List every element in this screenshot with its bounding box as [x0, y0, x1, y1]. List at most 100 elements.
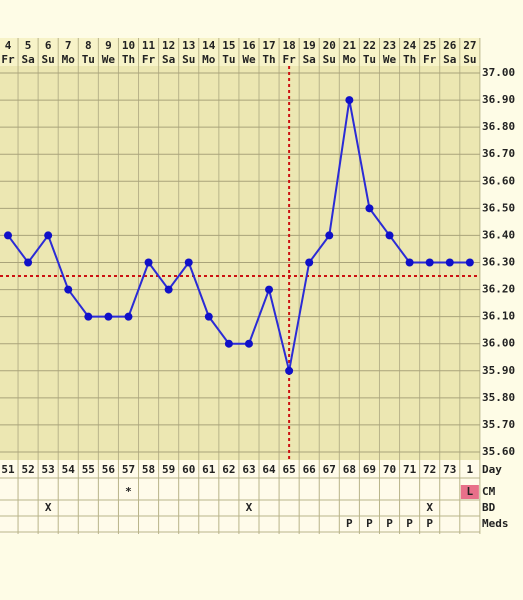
data-point [425, 258, 434, 267]
x-tick-label: 12 [162, 39, 175, 52]
x-tick-label: 22 [363, 39, 376, 52]
weekday-label: Su [42, 53, 55, 66]
x-tick-label: 19 [303, 39, 316, 52]
x-tick-label: 26 [443, 39, 457, 52]
x-tick-label: 25 [423, 39, 436, 52]
row-cell: 57 [122, 463, 135, 476]
weekday-label: We [383, 53, 397, 66]
weekday-label: Sa [443, 53, 456, 66]
row-cell: 66 [303, 463, 317, 476]
data-point [405, 258, 414, 267]
row-cell: 68 [343, 463, 356, 476]
row-cell: 53 [42, 463, 55, 476]
data-point [4, 231, 12, 240]
row-cell: 58 [142, 463, 155, 476]
data-point [325, 231, 334, 240]
weekday-label: Fr [142, 53, 156, 66]
row-cell: 62 [222, 463, 235, 476]
row-cell: P [346, 517, 353, 530]
x-tick-label: 8 [85, 39, 92, 52]
weekday-label: Sa [303, 53, 316, 66]
weekday-label: Fr [1, 53, 15, 66]
row-cell: 73 [443, 463, 456, 476]
y-tick-label: 36.90 [482, 93, 515, 106]
x-tick-label: 5 [25, 39, 32, 52]
data-point [445, 258, 454, 267]
data-point [465, 258, 474, 267]
data-point [244, 339, 253, 348]
row-cell: 61 [202, 463, 216, 476]
y-tick-label: 37.00 [482, 66, 515, 79]
row-label: Meds [482, 517, 509, 530]
y-tick-label: 35.80 [482, 391, 515, 404]
row-cell: 65 [282, 463, 295, 476]
row-cell: 71 [403, 463, 417, 476]
x-tick-label: 4 [5, 39, 12, 52]
row-cell: P [366, 517, 373, 530]
row-label: CM [482, 485, 496, 498]
weekday-label: Su [323, 53, 336, 66]
weekday-label: Th [403, 53, 416, 66]
weekday-label: Th [262, 53, 275, 66]
row-cell: 70 [383, 463, 396, 476]
row-cell: 55 [82, 463, 95, 476]
x-tick-label: 17 [262, 39, 275, 52]
y-tick-label: 35.60 [482, 445, 515, 458]
row-cell: L [467, 485, 474, 498]
weekday-label: Tu [363, 53, 376, 66]
row-cell: 51 [1, 463, 15, 476]
data-point [44, 231, 53, 240]
y-tick-label: 36.10 [482, 310, 515, 323]
row-cell: 56 [102, 463, 116, 476]
x-tick-label: 21 [343, 39, 357, 52]
y-tick-label: 36.80 [482, 120, 515, 133]
series-line [7, 99, 470, 372]
row-cell: 72 [423, 463, 436, 476]
weekday-label: Sa [21, 53, 34, 66]
y-tick-label: 36.40 [482, 228, 515, 241]
data-point [64, 285, 73, 294]
weekday-label: Tu [82, 53, 95, 66]
row-cell: P [386, 517, 393, 530]
row-cell: 67 [323, 463, 336, 476]
data-point [385, 231, 394, 240]
y-tick-label: 36.60 [482, 174, 515, 187]
x-tick-label: 14 [202, 39, 216, 52]
y-tick-label: 35.90 [482, 364, 515, 377]
data-point [224, 339, 233, 348]
row-cell: X [426, 501, 433, 514]
y-tick-label: 35.70 [482, 418, 515, 431]
x-tick-label: 7 [65, 39, 72, 52]
weekday-label: We [242, 53, 256, 66]
row-cell: P [406, 517, 413, 530]
row-cell: 52 [21, 463, 34, 476]
weekday-label: Tu [222, 53, 235, 66]
x-tick-label: 9 [105, 39, 112, 52]
data-point [144, 258, 153, 267]
row-cell: P [426, 517, 433, 530]
x-tick-label: 18 [282, 39, 295, 52]
weekday-label: Th [122, 53, 135, 66]
x-tick-label: 16 [242, 39, 256, 52]
data-point [265, 285, 274, 294]
x-tick-label: 6 [45, 39, 52, 52]
data-point [104, 312, 113, 321]
weekday-label: Fr [282, 53, 296, 66]
data-point [124, 312, 133, 321]
x-tick-label: 13 [182, 39, 195, 52]
weekday-label: Mo [343, 53, 357, 66]
row-label: BD [482, 501, 496, 514]
y-tick-label: 36.00 [482, 337, 515, 350]
data-point [164, 285, 173, 294]
y-tick-label: 36.30 [482, 256, 515, 269]
row-cell: X [246, 501, 253, 514]
weekday-label: Sa [162, 53, 175, 66]
row-cell: 60 [182, 463, 195, 476]
data-point [305, 258, 314, 267]
weekday-label: We [102, 53, 116, 66]
weekday-label: Su [182, 53, 195, 66]
row-label: Day [482, 463, 502, 476]
x-tick-label: 10 [122, 39, 135, 52]
